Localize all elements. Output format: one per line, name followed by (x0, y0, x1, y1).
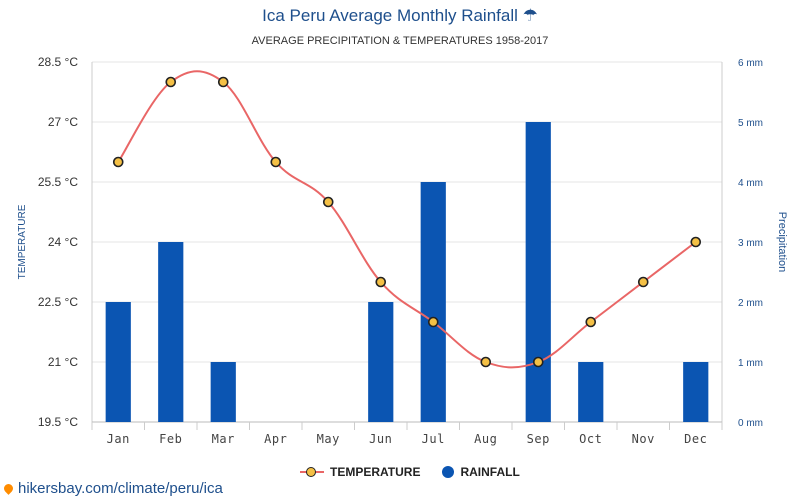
y-left-tick-label: 19.5 °C (38, 415, 78, 429)
temperature-point (480, 356, 492, 368)
rainfall-bar (368, 302, 394, 422)
source-url: hikersbay.com/climate/peru/ica (18, 480, 223, 497)
legend-item-rainfall[interactable]: RAINFALL (442, 465, 520, 479)
x-tick-label: Dec (684, 432, 707, 446)
temperature-point (165, 76, 177, 88)
rainfall-bar (578, 362, 604, 422)
y-right-tick-label: 1 mm (738, 358, 763, 369)
y-right-tick-label: 4 mm (738, 178, 763, 189)
y-right-tick-label: 6 mm (738, 58, 763, 69)
temperature-point (270, 156, 282, 168)
legend-item-temperature[interactable]: TEMPERATURE (300, 465, 420, 479)
y-left-tick-label: 22.5 °C (38, 295, 78, 309)
y-right-tick-label: 0 mm (738, 418, 763, 429)
x-tick-label: Feb (159, 432, 182, 446)
temperature-point (112, 156, 124, 168)
legend-label-temperature: TEMPERATURE (330, 465, 421, 479)
temperature-point (585, 316, 597, 328)
temperature-point (375, 276, 387, 288)
x-tick-label: Apr (264, 432, 287, 446)
temperature-line (117, 70, 697, 369)
legend-line-marker-icon (300, 466, 324, 478)
temperature-point (322, 196, 334, 208)
chart-subtitle: AVERAGE PRECIPITATION & TEMPERATURES 195… (251, 35, 549, 47)
x-tick-label: Jan (107, 432, 130, 446)
y-right-tick-label: 5 mm (738, 118, 763, 129)
legend-label-rainfall: RAINFALL (460, 465, 520, 479)
x-tick-label: Nov (632, 432, 655, 446)
y-left-tick-label: 28.5 °C (38, 55, 78, 69)
rainfall-bar (525, 122, 551, 422)
temperature-point (427, 316, 439, 328)
temperature-point (532, 356, 544, 368)
source-link[interactable]: hikersbay.com/climate/peru/ica (2, 480, 223, 497)
y-left-axis-title: TEMPERATURE (17, 204, 28, 279)
y-left-tick-label: 27 °C (48, 115, 78, 129)
x-tick-label: Mar (212, 432, 235, 446)
temperature-point (217, 76, 229, 88)
map-pin-icon (2, 482, 15, 495)
x-tick-label: Aug (474, 432, 497, 446)
x-tick-label: Oct (579, 432, 602, 446)
x-tick-label: Jun (369, 432, 392, 446)
chart-legend: TEMPERATURE RAINFALL (300, 465, 520, 479)
rainfall-bar (420, 182, 446, 422)
x-tick-label: Sep (527, 432, 550, 446)
legend-dot-icon (442, 466, 455, 478)
x-tick-label: Jul (422, 432, 445, 446)
x-tick-label: May (317, 432, 340, 446)
y-right-axis-title: Precipitation (776, 212, 788, 273)
y-left-tick-label: 25.5 °C (38, 175, 78, 189)
y-left-tick-label: 21 °C (48, 355, 78, 369)
y-right-tick-label: 3 mm (738, 238, 763, 249)
rainfall-bar (683, 362, 709, 422)
y-left-tick-label: 24 °C (48, 235, 78, 249)
y-right-tick-label: 2 mm (738, 298, 763, 309)
chart-title: Ica Peru Average Monthly Rainfall ☂ (262, 6, 538, 25)
rainfall-bar (105, 302, 131, 422)
rainfall-bar (210, 362, 236, 422)
rainfall-bar (158, 242, 184, 422)
temperature-point (637, 276, 649, 288)
temperature-point (690, 236, 702, 248)
